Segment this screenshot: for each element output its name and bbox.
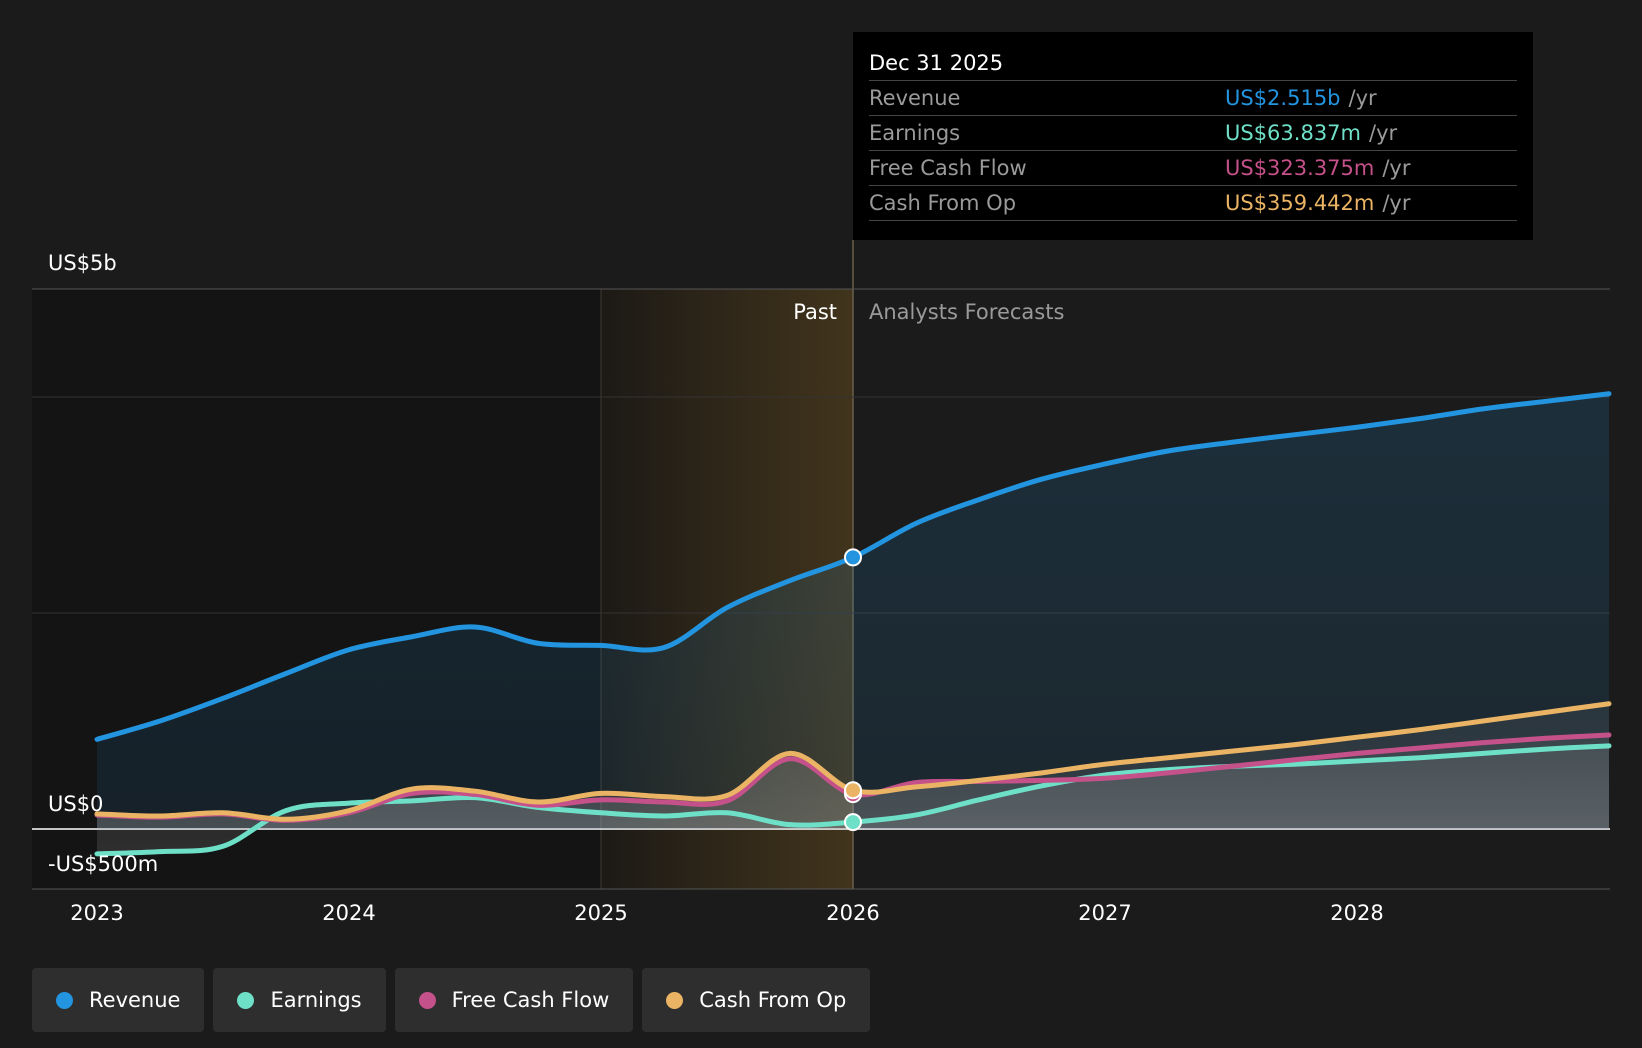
x-tick-label: 2026 <box>826 901 879 925</box>
tooltip-value: US$323.375m <box>1225 156 1375 180</box>
legend-label: Earnings <box>270 988 362 1012</box>
legend-item-revenue[interactable]: Revenue <box>32 968 205 1032</box>
tooltip-unit: /yr <box>1382 156 1411 180</box>
x-tick-label: 2023 <box>70 901 123 925</box>
tooltip-value: US$63.837m <box>1225 121 1361 145</box>
tooltip-name: Cash From Op <box>869 191 1017 215</box>
tooltip-row-cash-from-op: Cash From Op US$359.442m /yr <box>869 186 1517 221</box>
tooltip-unit: /yr <box>1382 191 1411 215</box>
legend-label: Free Cash Flow <box>451 988 610 1012</box>
past-label: Past <box>793 300 837 324</box>
marker-earnings <box>844 813 862 832</box>
tooltip-row-earnings: Earnings US$63.837m /yr <box>869 116 1517 151</box>
tooltip-value: US$2.515b <box>1225 86 1341 110</box>
tooltip-row-revenue: Revenue US$2.515b /yr <box>869 81 1517 116</box>
legend-dot-icon <box>418 991 436 1009</box>
y-tick-label: US$0 <box>48 792 103 816</box>
legend-item-cash-from-op[interactable]: Cash From Op <box>642 968 871 1032</box>
line-revenue <box>94 391 1612 742</box>
tooltip-name: Earnings <box>869 121 961 145</box>
tooltip-unit: /yr <box>1348 86 1377 110</box>
legend-item-earnings[interactable]: Earnings <box>213 968 386 1032</box>
legend-dot-icon <box>56 991 73 1009</box>
x-tick-label: 2028 <box>1330 901 1383 925</box>
x-tick-label: 2024 <box>322 901 375 925</box>
y-tick-label: -US$500m <box>48 852 158 876</box>
legend-dot-icon <box>666 991 684 1009</box>
x-tick-label: 2027 <box>1078 901 1131 925</box>
tooltip-name: Free Cash Flow <box>869 156 1027 180</box>
y-tick-label: US$5b <box>48 251 117 275</box>
legend-dot-icon <box>237 991 255 1009</box>
tooltip-unit: /yr <box>1369 121 1398 145</box>
x-tick-label: 2025 <box>574 901 627 925</box>
legend-item-free-cash-flow[interactable]: Free Cash Flow <box>394 968 634 1032</box>
marker-cash-from-op <box>844 781 862 800</box>
forecast-label: Analysts Forecasts <box>869 300 1064 324</box>
legend-label: Cash From Op <box>699 988 847 1012</box>
line-cash-from-op <box>94 701 1612 822</box>
legend: Revenue Earnings Free Cash Flow Cash Fro… <box>32 968 871 1032</box>
tooltip: Dec 31 2025 Revenue US$2.515b /yr Earnin… <box>853 32 1533 240</box>
marker-revenue <box>844 548 862 567</box>
legend-label: Revenue <box>89 988 181 1012</box>
area-revenue <box>97 393 1609 829</box>
tooltip-date: Dec 31 2025 <box>869 46 1517 81</box>
tooltip-row-free-cash-flow: Free Cash Flow US$323.375m /yr <box>869 151 1517 186</box>
tooltip-name: Revenue <box>869 86 961 110</box>
tooltip-value: US$359.442m <box>1225 191 1375 215</box>
